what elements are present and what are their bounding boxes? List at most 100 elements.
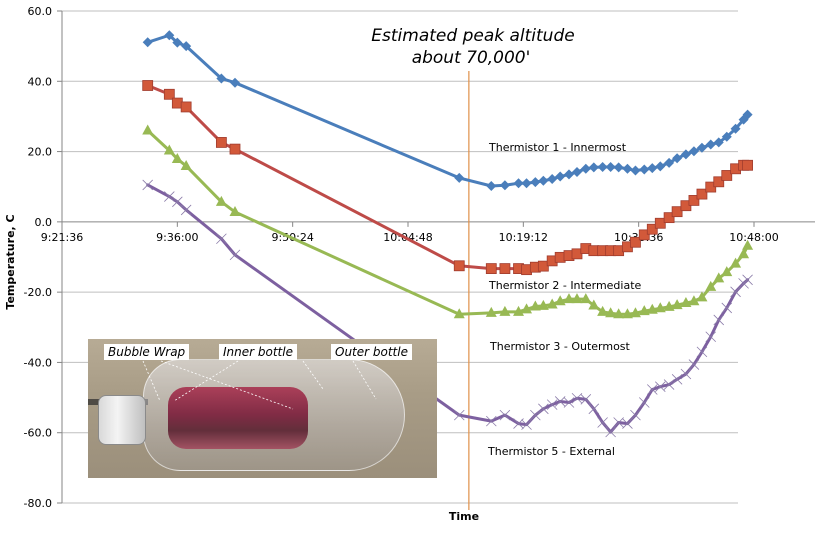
data-point: [680, 149, 691, 160]
y-axis-title: Temperature, C: [4, 214, 17, 309]
series-2: [142, 80, 753, 276]
data-point: [180, 159, 192, 170]
data-point: [499, 263, 511, 274]
data-point: [696, 346, 708, 358]
data-point: [688, 295, 700, 306]
data-point: [164, 191, 175, 202]
data-point: [639, 164, 650, 175]
data-point: [171, 152, 183, 163]
series-label-thermistor-1: Thermistor 1 - Innermost: [488, 141, 627, 154]
data-point: [563, 397, 575, 408]
data-point: [688, 359, 700, 370]
data-point: [742, 159, 753, 171]
data-point: [142, 124, 154, 135]
photo-label-bubble-wrap: Bubble Wrap: [104, 344, 190, 360]
photo-bottle-cap: [98, 395, 146, 445]
data-point: [499, 305, 511, 316]
data-point: [730, 257, 742, 268]
data-point: [672, 153, 683, 164]
data-point: [613, 162, 624, 173]
series-label-thermistor-2: Thermistor 2 - Intermediate: [488, 279, 642, 292]
data-point: [588, 299, 600, 310]
data-point: [597, 305, 609, 316]
y-tick-label: -40.0: [24, 356, 52, 369]
data-point: [229, 206, 241, 217]
data-point: [163, 88, 175, 100]
x-tick-label: 10:48:00: [729, 231, 778, 244]
data-point: [605, 426, 616, 438]
data-point: [546, 298, 558, 309]
data-point: [730, 123, 741, 134]
data-point: [485, 306, 497, 317]
data-point: [546, 399, 558, 410]
y-tick-label: -60.0: [24, 427, 52, 440]
data-point: [453, 308, 465, 319]
data-point: [521, 419, 532, 430]
data-point: [530, 409, 541, 421]
data-point: [580, 163, 591, 174]
data-point: [538, 175, 549, 186]
data-point: [742, 239, 754, 250]
data-point: [647, 163, 658, 174]
data-point: [530, 177, 541, 188]
data-point: [654, 217, 666, 229]
data-point: [654, 302, 666, 313]
data-point: [713, 176, 725, 188]
series-1: [142, 30, 753, 192]
data-point: [630, 165, 641, 176]
data-point: [537, 299, 549, 310]
data-point: [538, 403, 549, 415]
data-point: [655, 381, 666, 392]
data-point: [499, 180, 510, 191]
series-3: [142, 124, 754, 319]
data-point: [588, 403, 600, 415]
x-tick-label: 10:04:48: [383, 231, 432, 244]
data-point: [671, 206, 683, 218]
y-tick-labels: 60.0 40.0 20.0 0.0 -20.0 -40.0 -60.0 -80.0: [24, 5, 52, 510]
data-point: [671, 299, 683, 310]
data-point: [571, 166, 582, 177]
data-point: [721, 302, 733, 314]
data-point: [142, 80, 154, 91]
inset-photo-bottle: Bubble Wrap Inner bottle Outer bottle: [88, 339, 437, 478]
series-group: [142, 30, 754, 438]
data-point: [571, 293, 583, 304]
data-point: [671, 374, 683, 385]
y-tick-label: -80.0: [24, 497, 52, 510]
data-point: [453, 409, 465, 421]
data-point: [215, 195, 227, 206]
data-point: [646, 303, 658, 314]
data-point: [705, 139, 716, 150]
data-point: [680, 297, 692, 308]
data-point: [172, 196, 183, 208]
data-point: [454, 172, 465, 183]
x-tick-labels: 9:21:36 9:36:00 9:50:24 10:04:48 10:19:12 10:…: [41, 231, 779, 244]
data-point: [738, 248, 750, 259]
y-tick-label: -20.0: [24, 286, 52, 299]
data-point: [721, 131, 732, 142]
data-point: [638, 229, 650, 241]
y-tick-label: 0.0: [35, 216, 53, 229]
data-point: [696, 142, 707, 153]
data-point: [705, 280, 717, 291]
data-point: [638, 305, 650, 316]
data-point: [621, 308, 633, 319]
data-point: [521, 178, 532, 189]
data-point: [216, 233, 227, 245]
data-point: [554, 396, 566, 407]
data-point: [646, 223, 658, 235]
data-point: [571, 392, 583, 404]
data-point: [680, 368, 692, 380]
photo-inner-liquid: [168, 387, 308, 449]
data-point: [563, 293, 575, 304]
data-point: [638, 397, 650, 408]
data-point: [696, 188, 708, 200]
data-point: [486, 415, 497, 427]
data-point: [721, 170, 733, 181]
data-point: [630, 236, 641, 248]
data-point: [164, 30, 175, 41]
data-point: [453, 260, 465, 272]
data-point: [521, 303, 533, 314]
photo-leader-lines: [142, 360, 377, 410]
series-label-thermistor-3: Thermistor 3 - Outermost: [489, 340, 631, 353]
